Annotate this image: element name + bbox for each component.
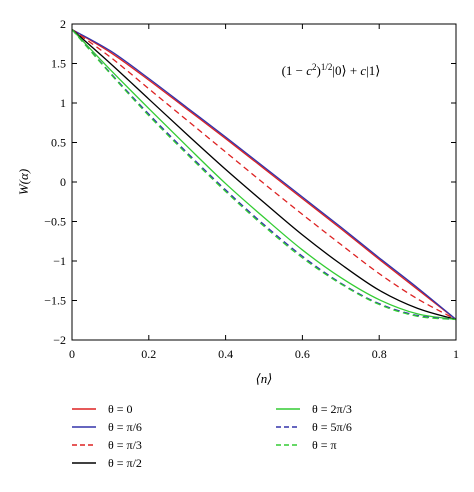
x-tick-label: 0 [69,347,75,361]
annotation-c-2: c [360,63,366,78]
y-axis-label: W(α) [16,169,31,195]
legend-label-5-6: θ = 5π/6 [312,420,352,434]
y-tick-label: 0.5 [51,136,66,150]
y-tick-label: 0 [60,175,66,189]
series-line-6 [71,28,457,320]
series-line- [71,29,457,321]
x-tick-label: 0.2 [141,347,156,361]
legend-label-3: θ = π/3 [108,438,142,452]
series-line-2-3 [71,29,457,321]
series-line-5-6 [71,29,457,321]
legend: θ = 0 θ = π/6 θ = π/3 θ = π/2 θ = 2π/3 θ = 5π… [72,402,352,470]
series-line-2 [71,29,457,321]
annotation-sup-half: 1/2 [321,62,333,72]
annotation-part-1: (1 − [282,63,307,78]
series-line-0 [71,28,457,320]
y-tick-label: 2 [60,17,66,31]
annotation-part-3: |0⟩ + [332,63,360,78]
x-axis-label: ⟨n⟩ [256,371,273,386]
chart-annotation: (1 − c2)1/2|0⟩ + c|1⟩ [282,62,381,78]
x-tick-label: 0.8 [372,347,387,361]
legend-label-6: θ = π/6 [108,420,142,434]
annotation-sup-2: 2 [312,62,317,72]
legend-label-2-3: θ = 2π/3 [312,402,352,416]
x-tick-label: 1 [453,347,459,361]
legend-label-0: θ = 0 [108,402,133,416]
y-tick-label: 1 [60,96,66,110]
plot-frame [71,23,457,341]
plot-lines [71,28,457,321]
annotation-part-4: |1⟩ [366,63,380,78]
y-tick-label: −2 [53,333,66,347]
legend-label-: θ = π [312,438,337,452]
x-tick-label: 0.6 [295,347,310,361]
y-tick-label: −0.5 [44,215,66,229]
y-tick-label: 1.5 [51,57,66,71]
x-tick-label: 0.4 [218,347,233,361]
annotation-part-2: ) [317,63,321,78]
y-tick-label: −1 [53,254,66,268]
y-tick-label: −1.5 [44,294,66,308]
legend-label-2: θ = π/2 [108,456,142,470]
series-line-3 [71,29,457,321]
axis-ticks: 0 0.2 0.4 0.6 0.8 1 −2 −1.5 −1 −0.5 0 0.5 1 1.5 2 [44,17,459,361]
annotation-c-1: c [306,63,312,78]
